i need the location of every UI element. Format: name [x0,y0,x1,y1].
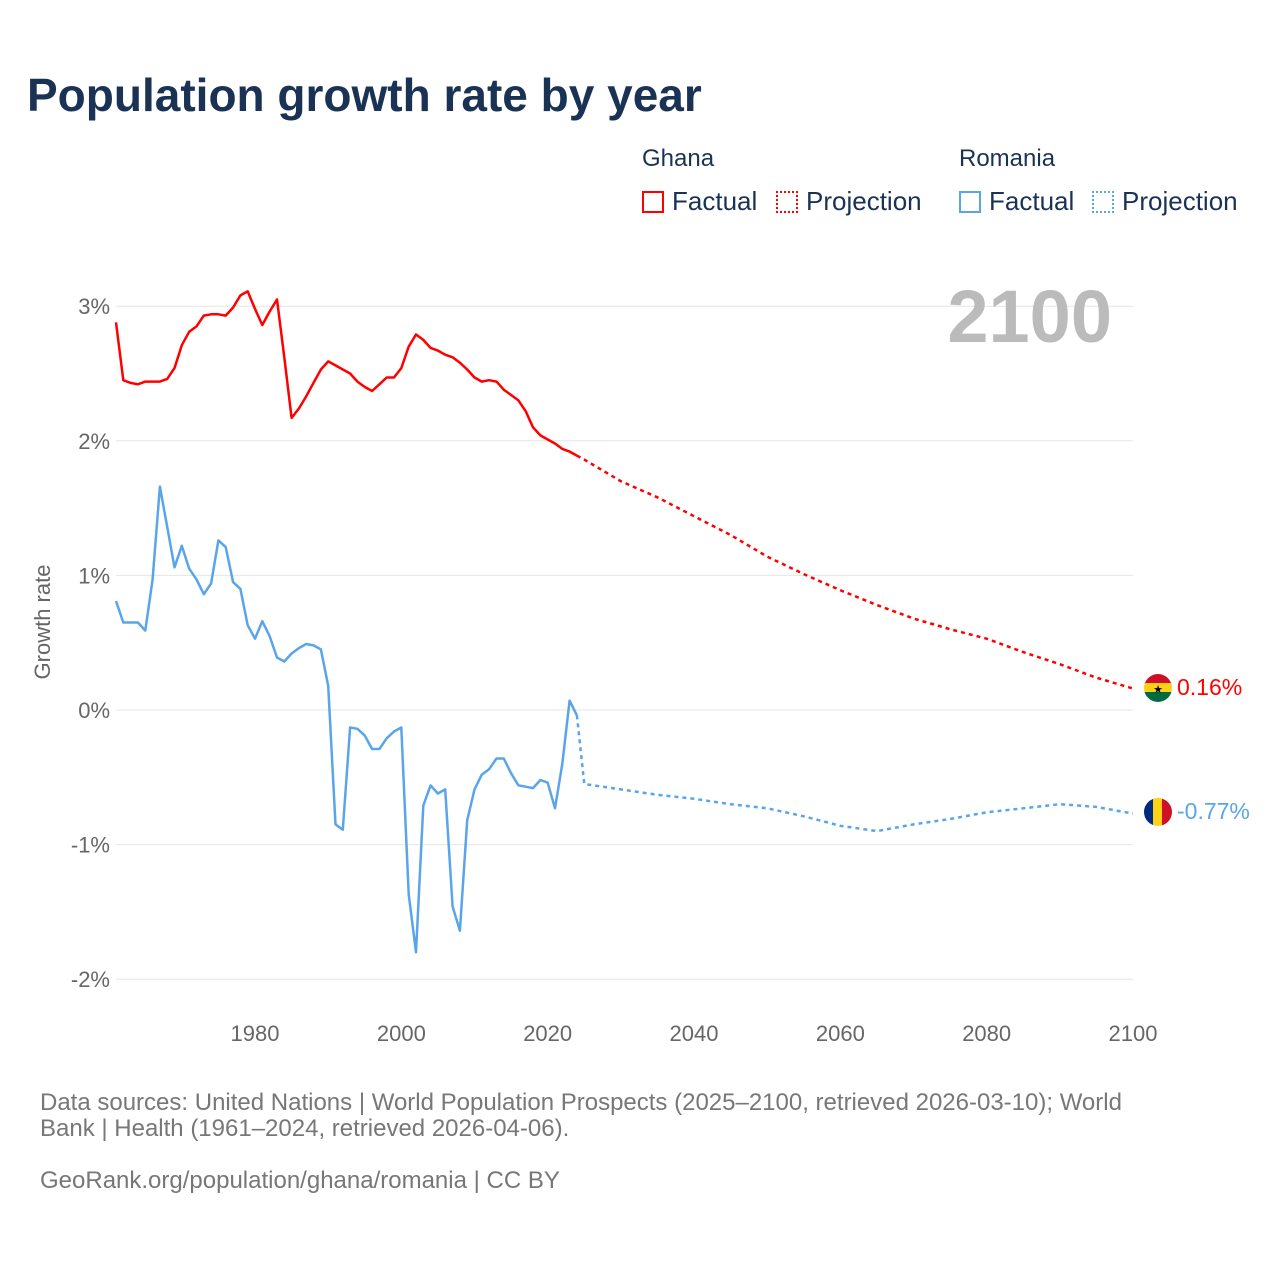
legend-romania-projection: Projection [1092,186,1238,217]
ghana-factual-line [114,290,578,457]
legend-ghana-factual: Factual [642,186,757,217]
ghana-projection-line [576,454,1134,690]
source-url: GeoRank.org/population/ghana/romania | C… [40,1167,560,1194]
legend-ghana-projection: Projection [776,186,922,217]
data-sources-line1: Data sources: United Nations | World Pop… [40,1089,1122,1116]
y-tick-label: 0% [78,698,110,723]
romania-factual-line [114,485,579,954]
x-tick-label: 2020 [523,1021,572,1046]
x-tick-label: 2040 [670,1021,719,1046]
ghana-flag-icon: ★ [1144,674,1172,702]
x-tick-label: 1980 [231,1021,280,1046]
x-tick-label: 2000 [377,1021,426,1046]
ghana-end-label: 0.16% [1177,674,1242,700]
legend-swatch-dotted [776,190,798,213]
x-tick-label: 2060 [816,1021,865,1046]
year-watermark: 2100 [947,275,1112,358]
data-sources-line2: Bank | Health (1961–2024, retrieved 2026… [40,1115,570,1142]
romania-end-label: -0.77% [1177,798,1250,824]
y-tick-label: -2% [71,967,110,992]
romania-projection-line [575,715,1134,833]
romania-flag-icon [1144,798,1172,826]
legend-label: Factual [672,186,758,216]
legend-swatch-solid [642,190,664,213]
x-tick-label: 2080 [962,1021,1011,1046]
chart-title: Population growth rate by year [27,69,702,121]
footer: Data sources: United Nations | World Pop… [40,1090,1240,1194]
y-tick-label: -1% [71,833,110,858]
legend-swatch-dotted [1092,190,1114,213]
legend-romania-title: Romania [959,145,1056,172]
svg-text:★: ★ [1153,684,1163,696]
y-axis-label: Growth rate [30,565,55,680]
legend-ghana-title: Ghana [642,145,715,172]
legend-romania-factual: Factual [959,186,1074,217]
y-tick-label: 1% [78,563,110,588]
legend-label: Factual [989,186,1075,216]
legend-label: Projection [806,186,922,216]
legend-label: Projection [1122,186,1238,216]
y-tick-label: 2% [78,429,110,454]
y-tick-label: 3% [78,294,110,319]
legend-swatch-solid [959,190,981,213]
x-tick-label: 2100 [1109,1021,1158,1046]
